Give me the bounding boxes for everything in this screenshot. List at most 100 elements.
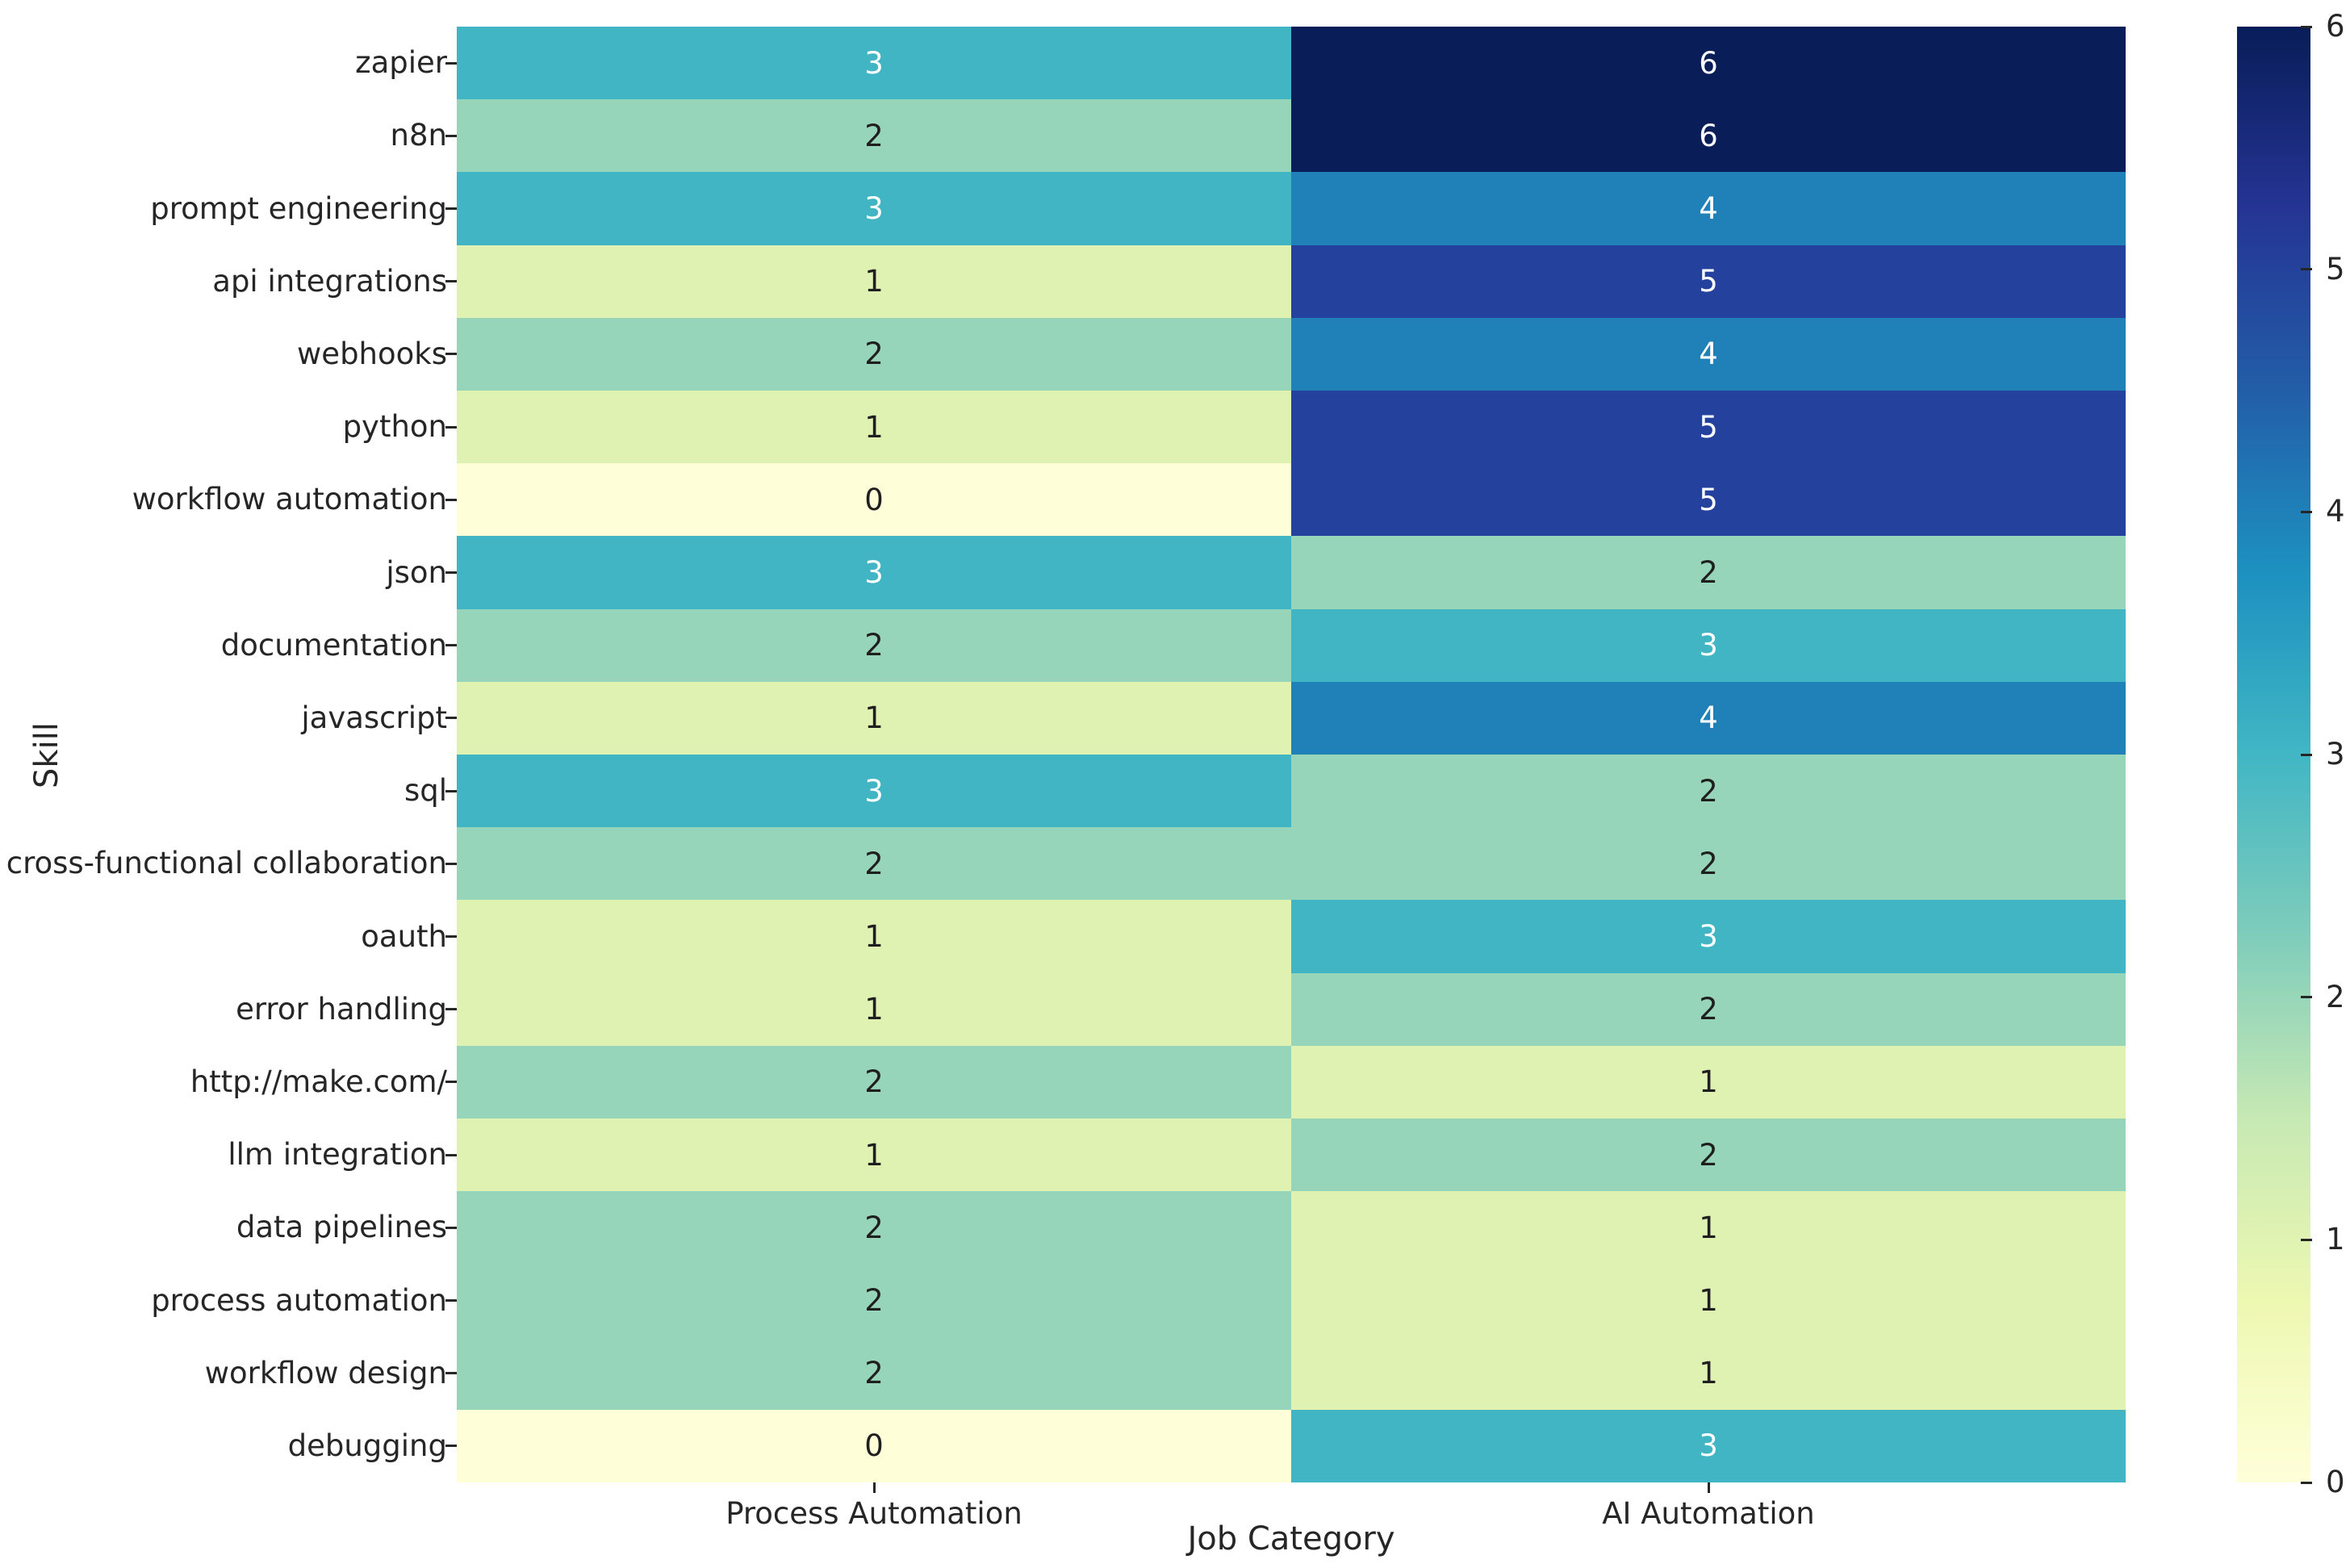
cell-value: 2: [864, 1210, 884, 1245]
colorbar-tick-mark: [2301, 25, 2312, 28]
cell-value: 5: [1699, 409, 1718, 445]
heatmap-cell: 5: [1291, 245, 2126, 318]
cell-value: 2: [864, 337, 884, 372]
y-tick-mark: [445, 862, 457, 865]
x-tick-mark: [1707, 1482, 1710, 1493]
heatmap-cell: 1: [457, 681, 1291, 755]
y-tick-mark: [445, 789, 457, 792]
cell-value: 1: [864, 1137, 884, 1173]
heatmap-cell: 2: [457, 1191, 1291, 1265]
y-tick-label: http://make.com/: [190, 1064, 447, 1099]
heatmap-cell: 3: [1291, 608, 2126, 682]
y-tick-label: workflow design: [204, 1355, 447, 1390]
x-tick-mark: [872, 1482, 876, 1493]
heatmap-cell: 2: [1291, 536, 2126, 609]
colorbar-tick-label: 6: [2326, 9, 2345, 44]
y-tick-mark: [445, 353, 457, 356]
cell-value: 0: [864, 482, 884, 517]
cell-value: 4: [1699, 190, 1718, 226]
heatmap-cell: 6: [1291, 99, 2126, 173]
colorbar-tick-mark: [2301, 510, 2312, 513]
y-tick-mark: [445, 498, 457, 501]
heatmap-cell: 1: [457, 1119, 1291, 1192]
heatmap-cell: 3: [1291, 900, 2126, 973]
y-tick-label: json: [386, 554, 447, 590]
heatmap-cell: 1: [1291, 1045, 2126, 1119]
cell-value: 2: [1699, 992, 1718, 1027]
y-tick-mark: [445, 1445, 457, 1448]
cell-value: 1: [1699, 1356, 1718, 1391]
y-tick-mark: [445, 134, 457, 137]
heatmap-cell: 3: [457, 172, 1291, 245]
y-tick-label: webhooks: [297, 336, 447, 371]
colorbar-tick-mark: [2301, 996, 2312, 999]
y-tick-label: zapier: [355, 45, 447, 81]
heatmap-cell: 6: [1291, 27, 2126, 100]
y-tick-mark: [445, 1008, 457, 1011]
y-tick-mark: [445, 644, 457, 647]
heatmap-cell: 2: [1291, 1119, 2126, 1192]
y-tick-label: debugging: [287, 1428, 447, 1463]
heatmap-cell: 3: [457, 27, 1291, 100]
y-tick-label: prompt engineering: [150, 190, 447, 226]
cell-value: 4: [1699, 337, 1718, 372]
y-tick-mark: [445, 61, 457, 65]
cell-value: 1: [864, 918, 884, 954]
colorbar-tick-mark: [2301, 753, 2312, 756]
y-tick-mark: [445, 425, 457, 429]
heatmap-cell: 3: [457, 536, 1291, 609]
heatmap-cell: 2: [457, 608, 1291, 682]
heatmap-cell: 1: [457, 900, 1291, 973]
y-tick-mark: [445, 571, 457, 574]
cell-value: 2: [864, 1282, 884, 1318]
heatmap-cell: 0: [457, 1409, 1291, 1482]
cell-value: 3: [864, 190, 884, 226]
cell-value: 5: [1699, 482, 1718, 517]
y-tick-label: javascript: [301, 700, 447, 735]
y-tick-label: oauth: [361, 918, 447, 954]
cell-value: 3: [864, 554, 884, 590]
heatmap-cell: 2: [457, 827, 1291, 901]
cell-value: 2: [1699, 554, 1718, 590]
y-tick-label: llm integration: [228, 1137, 447, 1173]
cell-value: 1: [1699, 1064, 1718, 1100]
heatmap-cell: 4: [1291, 317, 2126, 391]
y-tick-mark: [445, 717, 457, 720]
y-tick-mark: [445, 1081, 457, 1084]
heatmap-cell: 4: [1291, 172, 2126, 245]
colorbar-tick-label: 5: [2326, 251, 2345, 286]
y-tick-mark: [445, 1226, 457, 1229]
cell-value: 1: [864, 264, 884, 299]
cell-value: 1: [1699, 1210, 1718, 1245]
cell-value: 2: [864, 1064, 884, 1100]
y-tick-label: n8n: [390, 118, 447, 153]
heatmap-cell: 4: [1291, 681, 2126, 755]
cell-value: 1: [864, 409, 884, 445]
cell-value: 0: [864, 1428, 884, 1464]
x-tick-label: AI Automation: [1602, 1496, 1815, 1531]
y-tick-label: api integrations: [212, 263, 447, 299]
cell-value: 6: [1699, 45, 1718, 81]
heatmap-cell: 2: [1291, 755, 2126, 828]
heatmap-cell: 1: [1291, 1264, 2126, 1337]
cell-value: 2: [864, 118, 884, 153]
cell-value: 6: [1699, 118, 1718, 153]
cell-value: 3: [864, 45, 884, 81]
heatmap-cell: 2: [1291, 972, 2126, 1046]
colorbar-tick-mark: [2301, 268, 2312, 271]
colorbar-tick-label: 0: [2326, 1465, 2345, 1499]
heatmap-cell: 2: [457, 1045, 1291, 1119]
y-tick-label: workflow automation: [132, 482, 447, 517]
cell-value: 3: [1699, 1428, 1718, 1464]
y-tick-label: process automation: [151, 1282, 447, 1318]
y-tick-mark: [445, 1153, 457, 1156]
y-tick-mark: [445, 1372, 457, 1375]
cell-value: 3: [864, 773, 884, 809]
y-tick-mark: [445, 1299, 457, 1302]
cell-value: 3: [1699, 918, 1718, 954]
heatmap-cell: 3: [1291, 1409, 2126, 1482]
colorbar-tick-label: 2: [2326, 979, 2345, 1014]
heatmap-cell: 2: [457, 99, 1291, 173]
y-tick-label: documentation: [220, 627, 447, 663]
